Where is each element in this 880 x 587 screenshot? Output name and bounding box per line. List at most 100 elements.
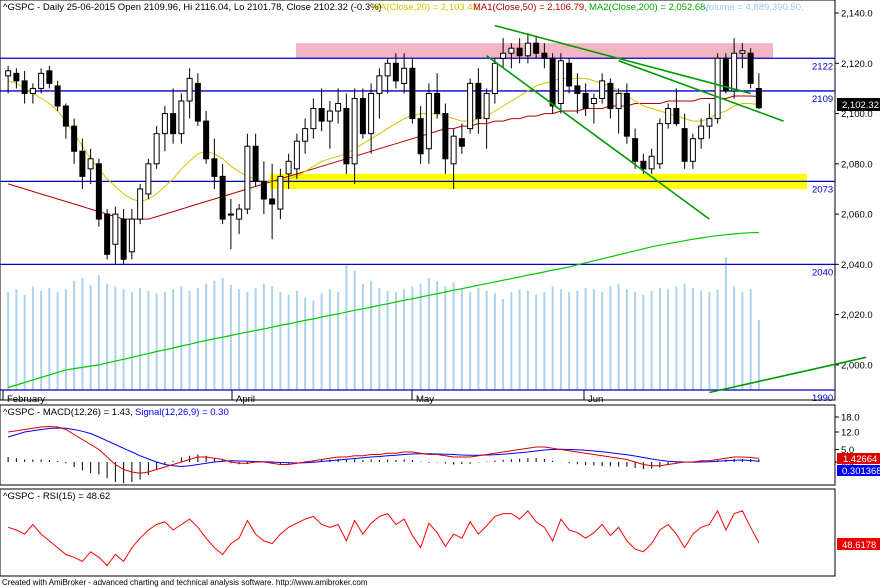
volume-bar [221,278,224,390]
trend-rising-support [709,356,867,394]
macd-tick-label: 12.0 [841,428,860,439]
candle-up [244,145,251,210]
volume-bar [229,285,232,390]
macd-panel-frame [0,404,836,486]
candle-up [698,125,705,140]
candle-up [615,92,622,110]
macd-tick-label: 18.0 [841,413,860,424]
y-tick-label: 2,140.0 [841,9,873,20]
volume-bar [460,289,463,390]
candle-up [277,175,284,210]
volume-bar [419,283,422,390]
volume-bars [7,257,760,390]
candle-down [219,175,226,220]
volume-bar [411,286,414,390]
candle-down [434,92,441,115]
volume-bar [502,299,505,390]
rsi-value-label: 48.6178 [842,540,876,551]
candle-down [120,218,127,260]
volume-bar [15,289,18,390]
candle-down [747,52,754,84]
candle-up [384,62,391,77]
candle-up [326,110,333,122]
candle-down [607,82,614,110]
rsi-line [7,509,760,567]
candle-down [318,108,325,122]
candle-down [442,113,449,160]
candle-down [71,125,78,152]
ma200-line [7,231,759,389]
candle-up [293,140,300,170]
rsi-value-box [837,538,880,550]
candle-up [590,97,597,105]
level-label: 2122 [812,61,833,72]
volume-bar [287,294,290,390]
candle-up [483,92,490,120]
candle-down [549,57,556,107]
volume-bar [172,289,175,390]
candle-up [450,135,457,165]
month-axis: February April May Jun [2,390,603,405]
macd-title: ^GSPC - MACD(12,26) = 1.43, [3,407,133,418]
volume-bar [617,283,620,390]
candle-down [623,92,630,137]
candle-up [87,158,94,170]
last-price-label: 2,102.32 [842,100,879,111]
volume-bar [485,290,488,390]
volume-bar [353,271,356,390]
candle-up [731,52,738,92]
candle-down [269,198,276,205]
volume-bar [535,294,538,390]
volume-bar [213,280,216,390]
volume-bar [477,287,480,390]
candle-up [714,57,721,120]
candle-up [310,108,317,130]
candle-down [21,80,28,94]
volume-bar [625,289,628,390]
volume-bar [749,289,752,390]
volume-bar [328,289,331,390]
ma200-text: MA2(Close,200) = 2,052.68, [589,2,708,13]
trend-lines [486,24,867,394]
signal-value-label: 0.301368 [842,466,880,477]
volume-bar [81,278,84,390]
volume-bar [361,283,364,390]
y-tick-label: 2,080.0 [841,159,873,170]
macd-histogram [7,454,760,484]
y-tick-label: 2,020.0 [841,310,873,321]
price-panel: 2,000.0 2,020.0 2,040.0 2,060.0 2,080.0 2,100… [0,0,880,405]
macd-value-box [837,453,880,464]
volume-bar [262,283,265,390]
volume-bar [155,293,158,390]
last-price-box [837,98,880,111]
candle-down [475,82,482,120]
volume-bar [370,280,373,390]
candle-up [178,100,185,135]
rsi-panel-frame [0,488,836,577]
volume-bar [518,289,521,390]
ma20-text: MA(Close,20) = 2,103.47, [372,2,481,13]
volume-bar [436,280,439,390]
candle-down [516,47,523,57]
volume-bar [675,286,678,390]
candle-up [137,188,144,220]
candle-up [706,118,713,127]
volume-bar [205,283,208,390]
macd-signal-title: Signal(12,26,9) = 0.30 [135,407,229,418]
candle-down [673,108,680,125]
volume-bar [576,290,579,390]
volume-bar [40,290,43,390]
price-y-axis: 2,000.0 2,020.0 2,040.0 2,060.0 2,080.0 2,100… [835,9,873,371]
candle-up [500,52,507,59]
volume-bar [106,283,109,390]
volume-bar [691,287,694,390]
candle-down [640,160,647,170]
volume-bar [551,286,554,390]
candle-down [54,85,61,107]
volume-bar [139,287,142,390]
volume-bar [667,289,670,390]
volume-bar [246,292,249,390]
candle-up [5,70,12,77]
volume-bar [601,292,604,390]
ma50-text: MA1(Close,50) = 2,106.79, [473,2,587,13]
